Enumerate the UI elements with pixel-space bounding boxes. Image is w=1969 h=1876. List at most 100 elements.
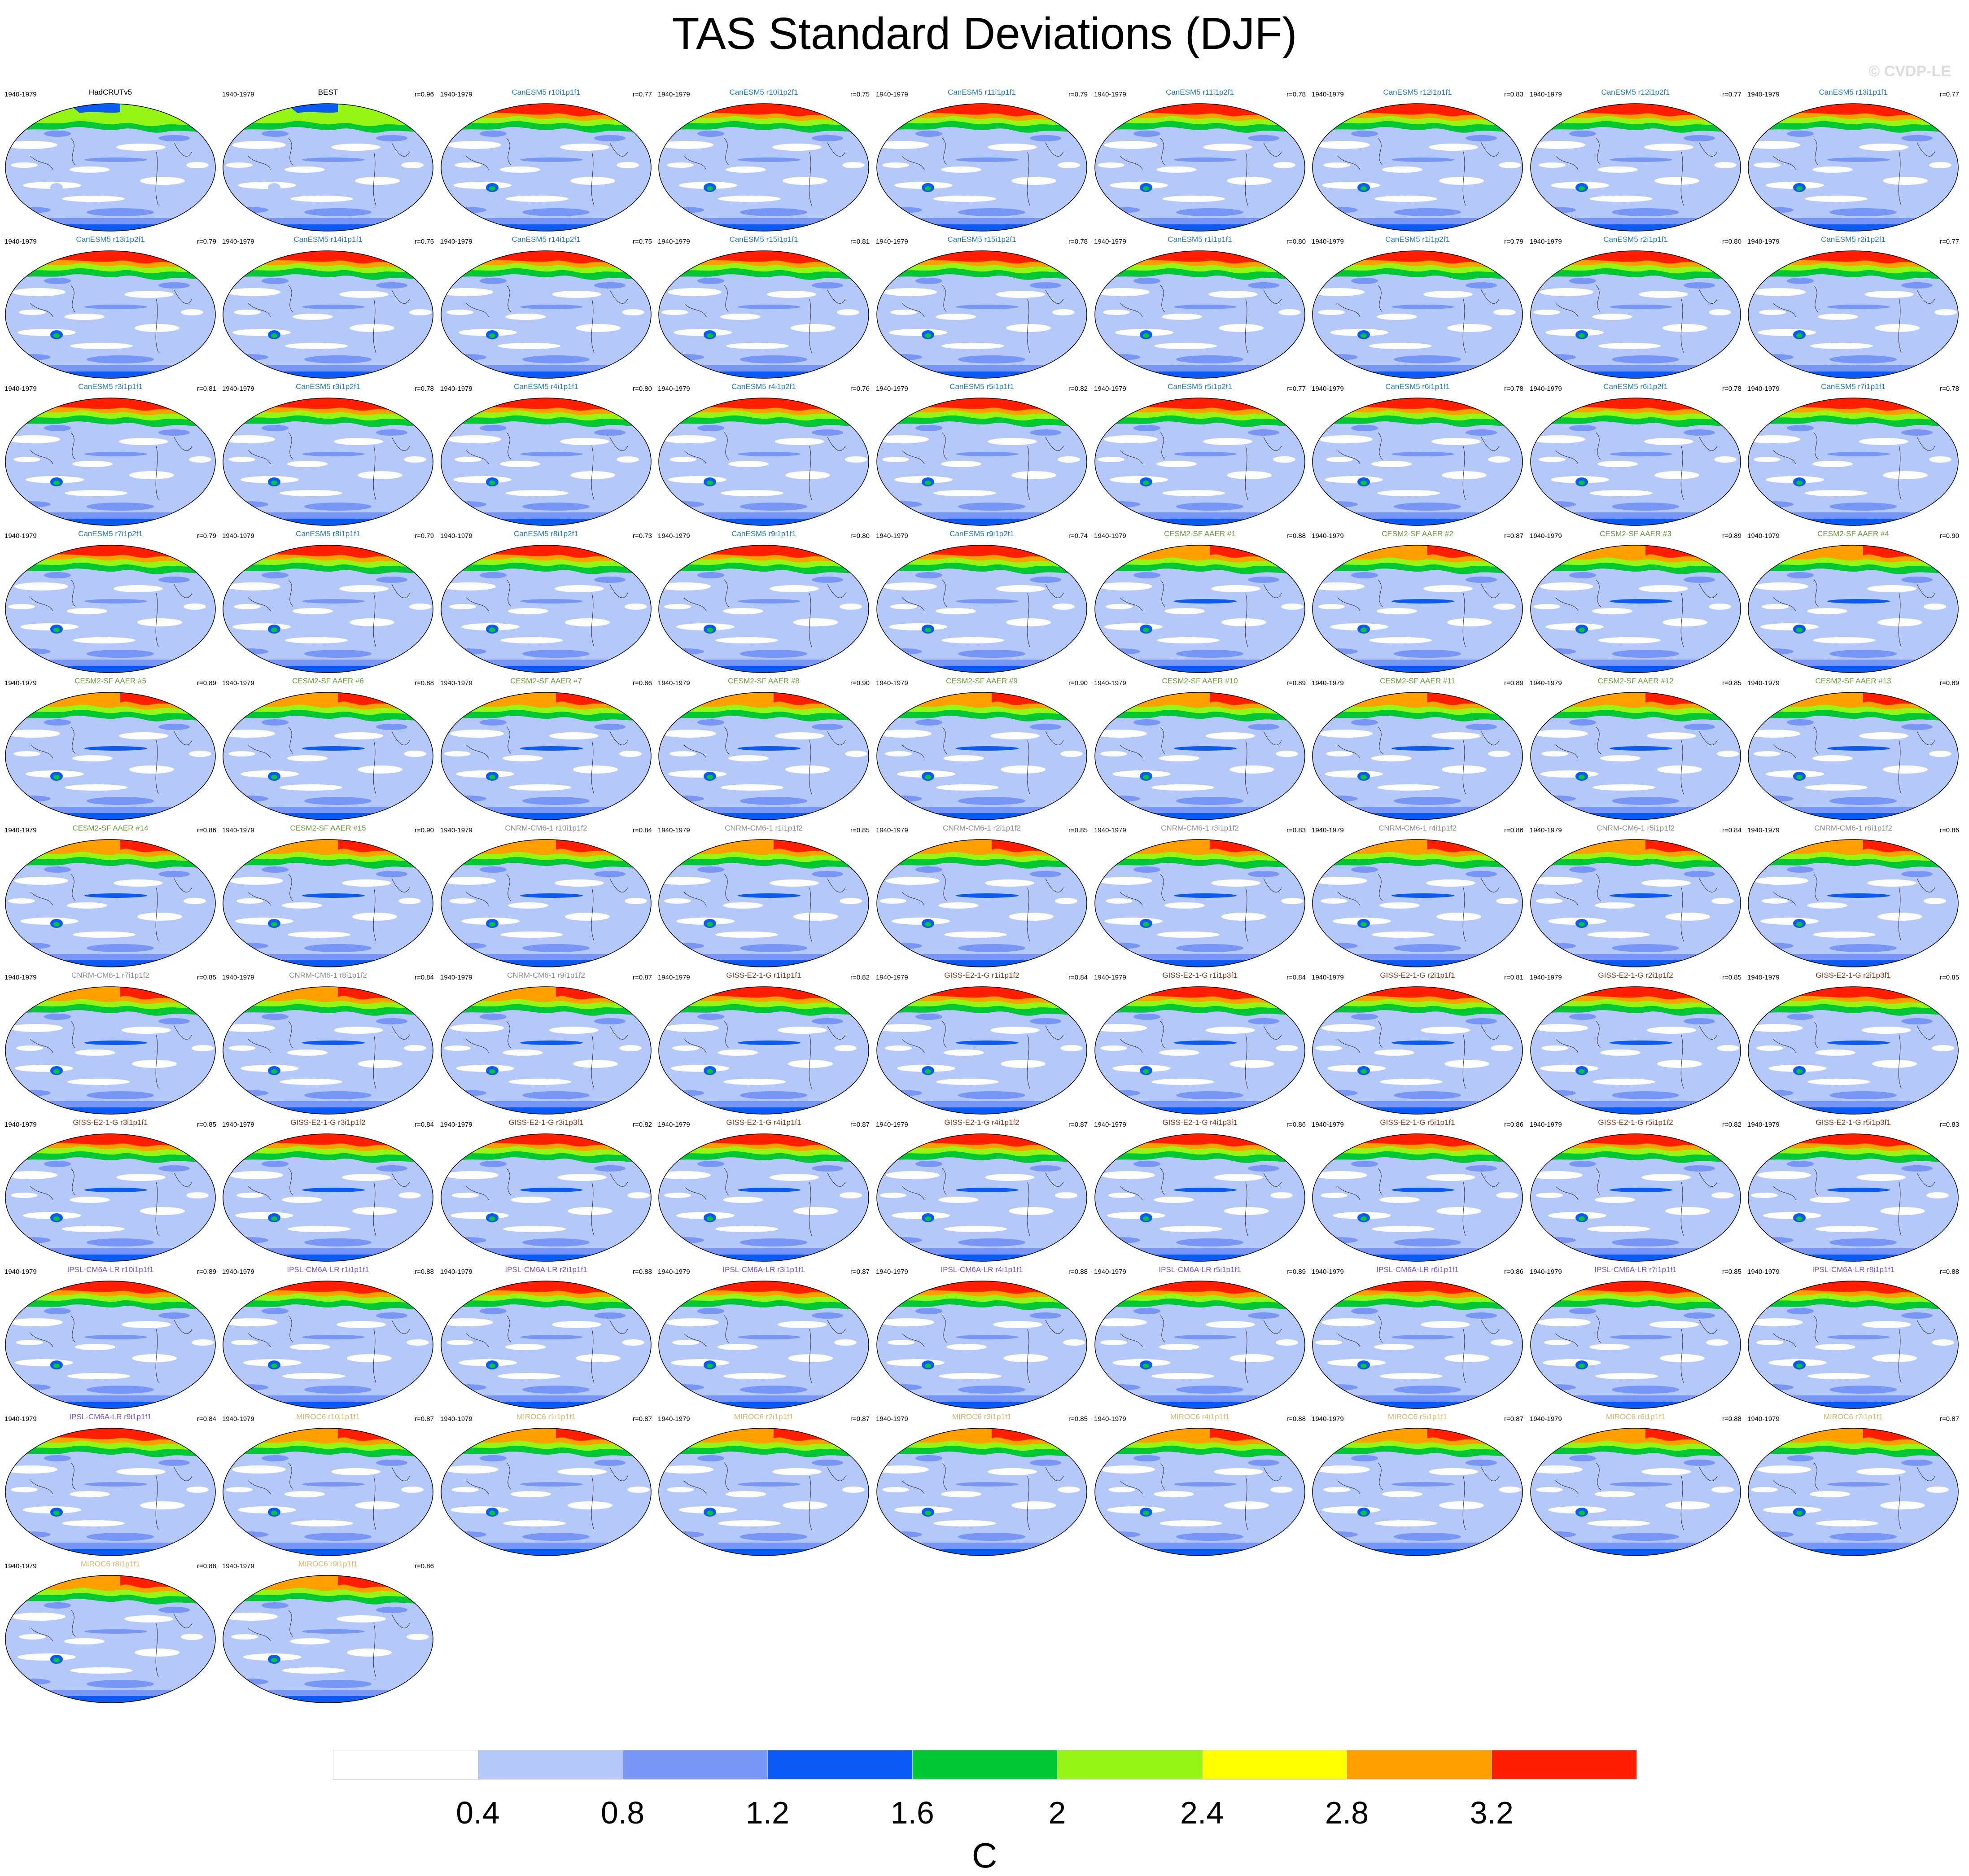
map-panel: 1940-1979 GISS-E2-1-G r4i1p1f2 r=0.87 xyxy=(875,1118,1089,1263)
panel-period: 1940-1979 xyxy=(658,385,690,393)
panel-name: MIROC6 r4i1p1f1 xyxy=(1170,1412,1230,1421)
panel-correlation: r=0.85 xyxy=(1940,974,1959,981)
robinson-map xyxy=(441,986,652,1115)
panel-period: 1940-1979 xyxy=(1747,532,1780,540)
panel-correlation: r=0.90 xyxy=(415,826,434,834)
panel-period: 1940-1979 xyxy=(222,385,254,393)
panel-correlation: r=0.77 xyxy=(1722,91,1741,98)
panel-name: CESM2-SF AAER #13 xyxy=(1815,677,1891,685)
map-panel: 1940-1979 CanESM5 r14i1p1f1 r=0.75 xyxy=(221,235,435,380)
robinson-map xyxy=(1312,692,1523,820)
panel-name: GISS-E2-1-G r5i1p1f2 xyxy=(1598,1118,1673,1127)
panel-name: CanESM5 r6i1p2f1 xyxy=(1603,382,1668,391)
panel-correlation: r=0.84 xyxy=(633,826,652,834)
panel-correlation: r=0.89 xyxy=(197,679,216,687)
colorbar-tick-label: 2 xyxy=(1048,1795,1066,1830)
map-panel: 1940-1979 MIROC6 r7i1p1f1 r=0.87 xyxy=(1746,1412,1960,1557)
panel-period: 1940-1979 xyxy=(222,1268,254,1276)
panel-name: CanESM5 r13i1p1f1 xyxy=(1819,88,1888,96)
panel-period: 1940-1979 xyxy=(1747,679,1780,687)
panel-period: 1940-1979 xyxy=(1094,1415,1126,1423)
panel-name: CanESM5 r11i1p2f1 xyxy=(1166,88,1234,96)
panel-correlation: r=0.85 xyxy=(1722,974,1741,981)
robinson-map xyxy=(1748,1428,1959,1556)
panel-correlation: r=0.77 xyxy=(1940,91,1959,98)
panel-correlation: r=0.88 xyxy=(197,1562,216,1570)
map-panel: 1940-1979 CNRM-CM6-1 r7i1p1f2 r=0.85 xyxy=(4,971,217,1115)
panel-correlation: r=0.83 xyxy=(1504,91,1523,98)
panel-correlation: r=0.90 xyxy=(1068,679,1088,687)
panel-correlation: r=0.84 xyxy=(1068,974,1088,981)
panel-period: 1940-1979 xyxy=(1312,1268,1344,1276)
panel-name: MIROC6 r2i1p1f1 xyxy=(734,1412,794,1421)
map-panel: 1940-1979 CanESM5 r6i1p2f1 r=0.78 xyxy=(1529,382,1742,527)
figure-title: TAS Standard Deviations (DJF) xyxy=(672,9,1297,59)
panel-period: 1940-1979 xyxy=(658,238,690,245)
panel-period: 1940-1979 xyxy=(440,1415,473,1423)
map-panel: 1940-1979 CanESM5 r9i1p1f1 r=0.80 xyxy=(657,529,871,674)
robinson-map xyxy=(1312,986,1523,1115)
panel-name: CESM2-SF AAER #9 xyxy=(946,677,1018,685)
panel-period: 1940-1979 xyxy=(658,679,690,687)
panel-period: 1940-1979 xyxy=(1530,1121,1562,1128)
map-panel: 1940-1979 CanESM5 r11i1p1f1 r=0.79 xyxy=(875,88,1089,232)
robinson-map xyxy=(1094,839,1305,967)
map-panel: 1940-1979 CanESM5 r12i1p2f1 r=0.77 xyxy=(1529,88,1742,232)
panel-name: CESM2-SF AAER #11 xyxy=(1380,677,1455,685)
panel-name: MIROC6 r10i1p1f1 xyxy=(296,1412,360,1421)
robinson-map xyxy=(1312,103,1523,232)
robinson-map xyxy=(876,1428,1087,1556)
colorbar-swatch xyxy=(912,1750,1058,1780)
panel-period: 1940-1979 xyxy=(222,679,254,687)
robinson-map xyxy=(1748,103,1959,232)
robinson-map xyxy=(223,1281,433,1409)
panel-name: IPSL-CM6A-LR r10i1p1f1 xyxy=(67,1265,154,1274)
panel-correlation: r=0.86 xyxy=(1286,1121,1306,1128)
panel-correlation: r=0.86 xyxy=(633,679,652,687)
panel-correlation: r=0.96 xyxy=(415,91,434,98)
panel-correlation: r=0.80 xyxy=(633,385,652,393)
panel-name: CanESM5 r11i1p1f1 xyxy=(948,88,1016,96)
robinson-map xyxy=(876,1281,1087,1409)
panel-correlation: r=0.73 xyxy=(633,532,652,540)
panel-correlation: r=0.75 xyxy=(415,238,434,245)
panel-name: MIROC6 r8i1p1f1 xyxy=(80,1560,140,1568)
map-panel: 1940-1979 MIROC6 r9i1p1f1 r=0.86 xyxy=(221,1560,435,1704)
panel-period: 1940-1979 xyxy=(1530,1268,1562,1276)
panel-period: 1940-1979 xyxy=(876,974,908,981)
map-panel: 1940-1979 CESM2-SF AAER #9 r=0.90 xyxy=(875,677,1089,821)
panel-name: CanESM5 r3i1p2f1 xyxy=(296,382,360,391)
panel-correlation: r=0.77 xyxy=(1940,238,1959,245)
panel-period: 1940-1979 xyxy=(1530,385,1562,393)
robinson-map xyxy=(1530,1133,1741,1262)
panel-correlation: r=0.77 xyxy=(1286,385,1306,393)
panel-name: CESM2-SF AAER #8 xyxy=(728,677,800,685)
panel-correlation: r=0.84 xyxy=(1722,826,1741,834)
map-panel: 1940-1979 CanESM5 r13i1p1f1 r=0.77 xyxy=(1746,88,1960,232)
map-panel: 1940-1979 MIROC6 r8i1p1f1 r=0.88 xyxy=(4,1560,217,1704)
map-panel: 1940-1979 GISS-E2-1-G r3i1p1f2 r=0.84 xyxy=(221,1118,435,1263)
map-panel: 1940-1979 IPSL-CM6A-LR r10i1p1f1 r=0.89 xyxy=(4,1265,217,1410)
panel-name: CanESM5 r10i1p1f1 xyxy=(512,88,581,96)
robinson-map xyxy=(441,1133,652,1262)
panel-name: CanESM5 r15i1p2f1 xyxy=(947,235,1016,244)
robinson-map xyxy=(223,1575,433,1703)
panel-name: IPSL-CM6A-LR r9i1p1f1 xyxy=(69,1412,152,1421)
panel-correlation: r=0.89 xyxy=(1286,679,1306,687)
panel-period: 1940-1979 xyxy=(1530,238,1562,245)
panel-correlation: r=0.88 xyxy=(415,1268,434,1276)
panel-name: CanESM5 r15i1p1f1 xyxy=(729,235,798,244)
panel-name: CESM2-SF AAER #5 xyxy=(74,677,146,685)
robinson-map xyxy=(1748,986,1959,1115)
panel-name: MIROC6 r9i1p1f1 xyxy=(298,1560,358,1568)
panel-correlation: r=0.81 xyxy=(850,238,870,245)
panel-name: IPSL-CM6A-LR r8i1p1f1 xyxy=(1812,1265,1895,1274)
colorbar-swatch xyxy=(1492,1750,1637,1780)
colorbar-swatch xyxy=(767,1750,913,1780)
panel-period: 1940-1979 xyxy=(4,1415,37,1423)
colorbar-tick-label: 1.6 xyxy=(890,1795,934,1830)
panel-name: CESM2-SF AAER #10 xyxy=(1162,677,1238,685)
map-panel: 1940-1979 CanESM5 r1i1p1f1 r=0.80 xyxy=(1093,235,1307,380)
robinson-map xyxy=(1312,839,1523,967)
panel-correlation: r=0.88 xyxy=(1286,532,1306,540)
